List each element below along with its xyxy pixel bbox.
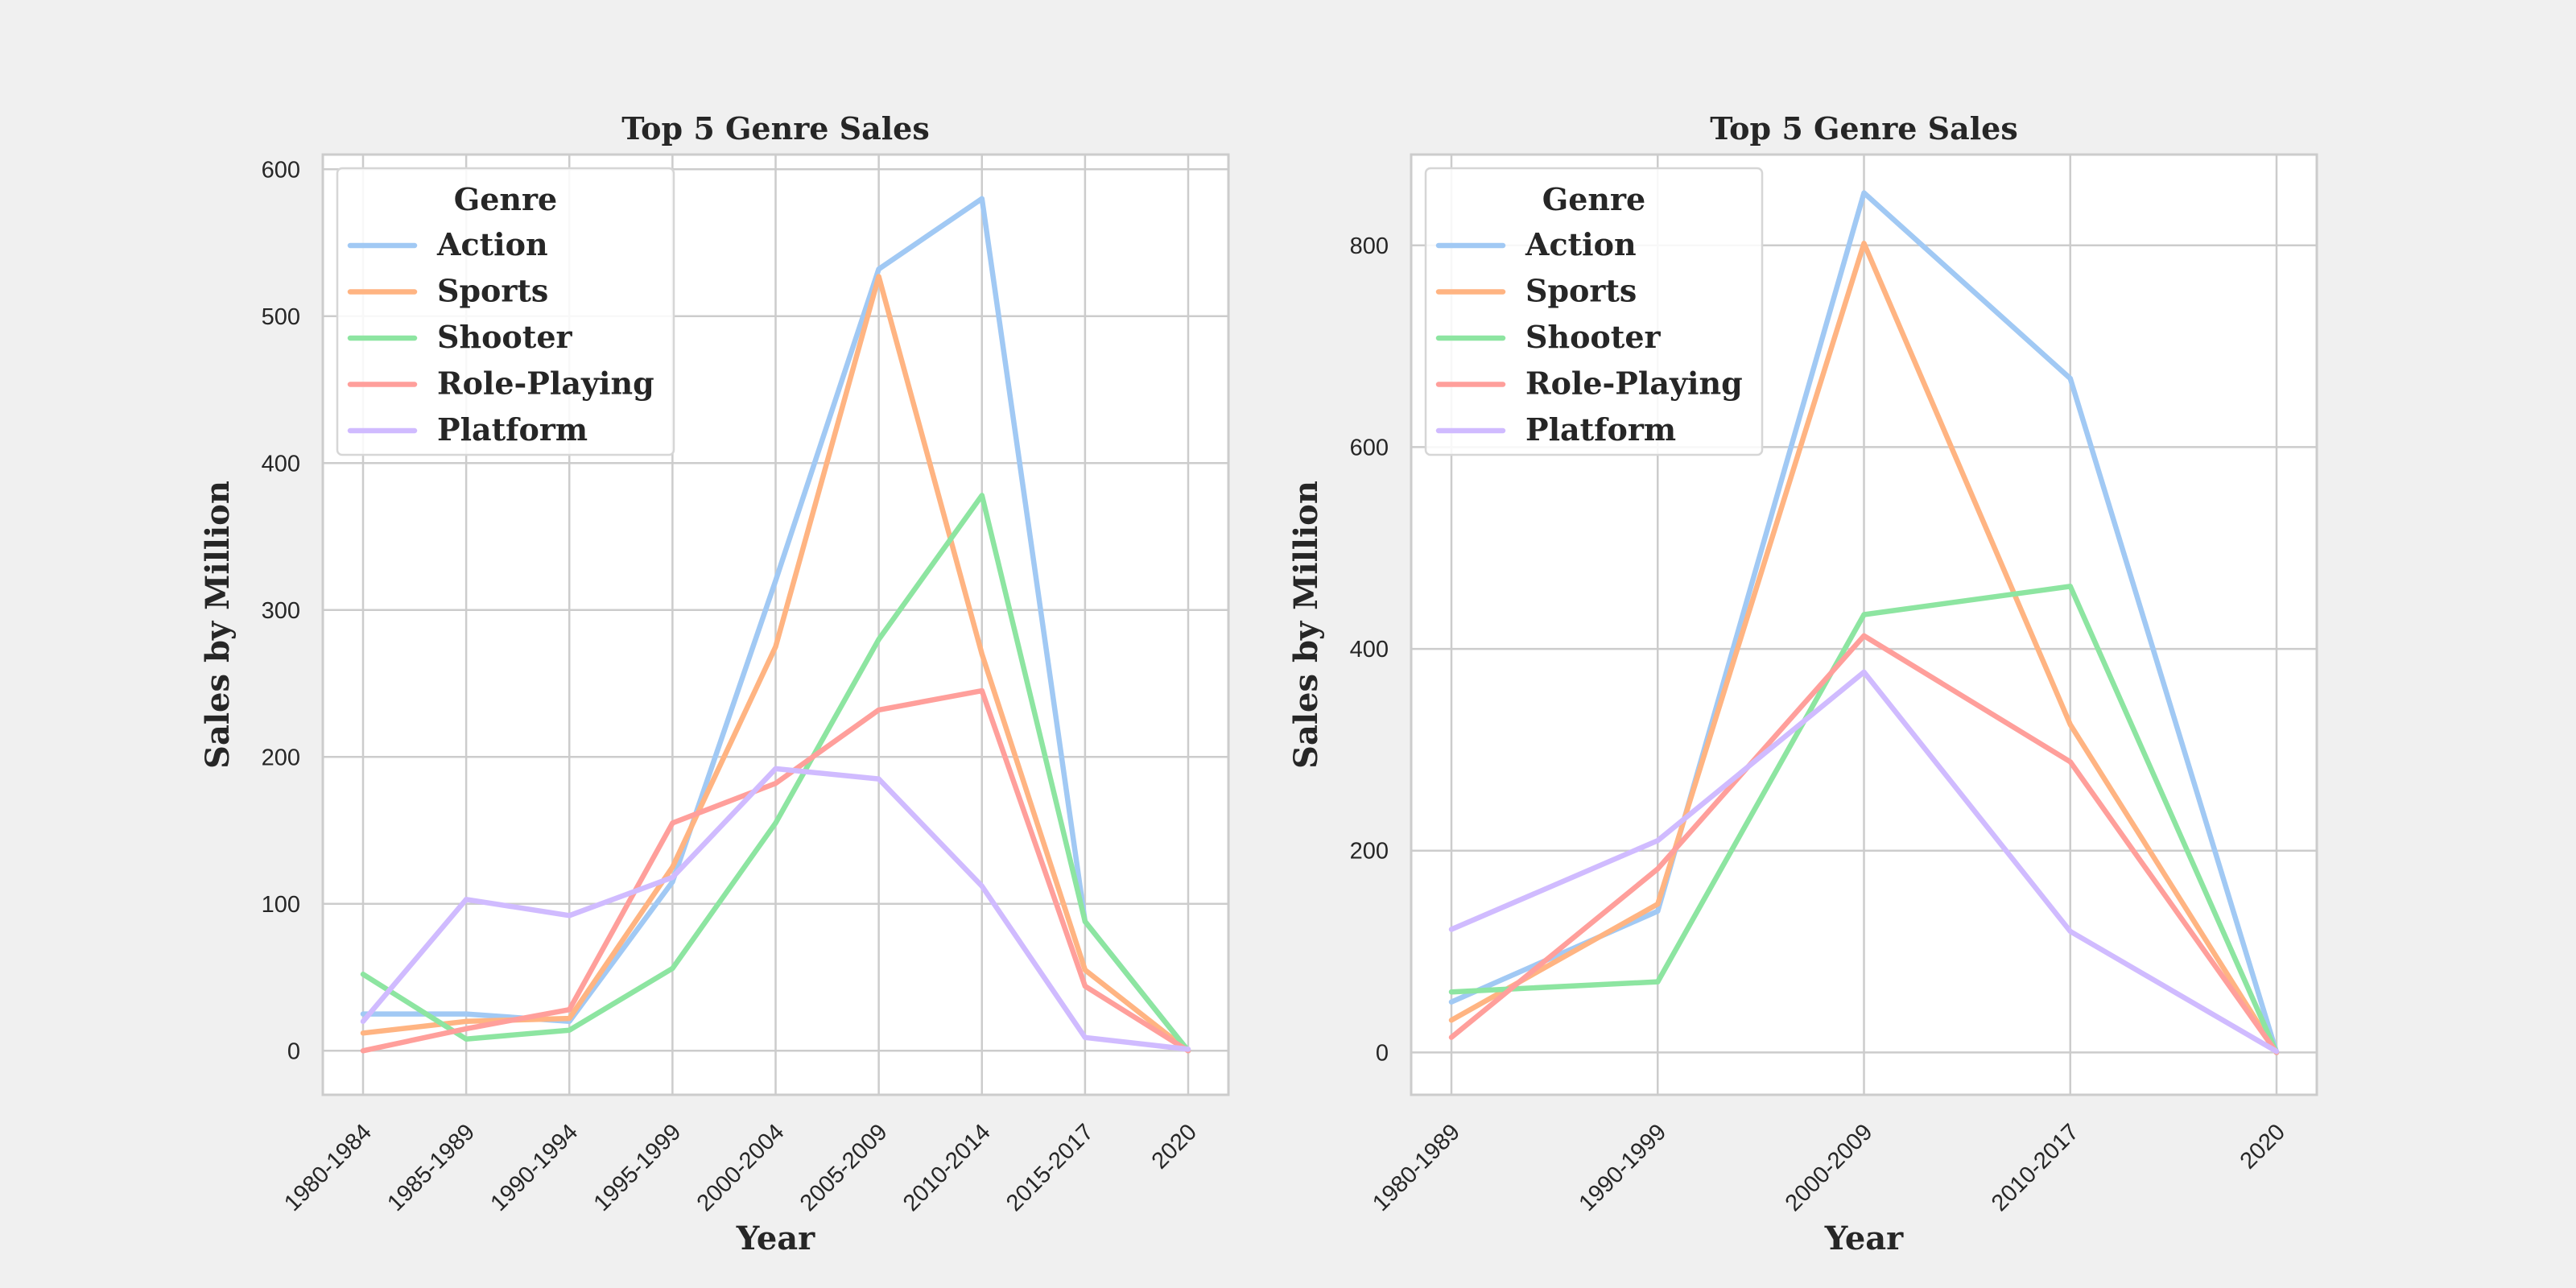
- y-tick-label: 400: [1350, 637, 1389, 663]
- legend-box: [336, 167, 675, 456]
- series-line-shooter: [360, 493, 1191, 1054]
- series-line-role-playing: [360, 687, 1191, 1054]
- y-tick-label: 500: [262, 304, 300, 330]
- legend-title: Genre: [1542, 181, 1645, 217]
- series-line-action: [360, 196, 1191, 1054]
- series-line-platform: [360, 766, 1191, 1052]
- y-tick-label: 0: [287, 1038, 300, 1064]
- y-tick-label: 600: [262, 157, 300, 183]
- plot-frame: [321, 153, 1230, 1096]
- chart-title: Top 5 Genre Sales: [621, 110, 930, 147]
- legend-label-shooter: Shooter: [1525, 319, 1661, 355]
- x-tick-label: 1980-1984: [279, 1119, 377, 1216]
- legend-title: Genre: [454, 181, 557, 217]
- y-axis-label: Sales by Million: [199, 481, 237, 769]
- x-tick-label: 2015-2017: [1001, 1119, 1099, 1216]
- legend-label-shooter: Shooter: [437, 319, 572, 355]
- x-tick-label: 1985-1989: [382, 1119, 480, 1216]
- x-tick-label: 1990-1994: [486, 1119, 584, 1216]
- x-tick-label: 1980-1989: [1368, 1119, 1465, 1216]
- y-tick-label: 300: [262, 598, 300, 624]
- x-tick-label: 1990-1999: [1575, 1119, 1672, 1216]
- legend-label-role-playing: Role-Playing: [437, 365, 654, 402]
- x-tick-label: 2000-2009: [1781, 1119, 1878, 1216]
- x-tick-label: 2005-2009: [795, 1119, 893, 1216]
- series-line-platform: [1448, 669, 2280, 1055]
- x-axis-label: Year: [1824, 1220, 1904, 1257]
- x-tick-label: 2010-2014: [898, 1119, 996, 1216]
- y-tick-label: 0: [1376, 1040, 1389, 1066]
- series-line-role-playing: [1448, 633, 2280, 1055]
- legend-label-platform: Platform: [437, 411, 588, 448]
- x-tick-label: 1995-1999: [589, 1119, 687, 1216]
- plot-frame: [1410, 153, 2318, 1096]
- y-tick-label: 200: [262, 745, 300, 770]
- y-tick-label: 200: [1350, 839, 1389, 865]
- chart-title: Top 5 Genre Sales: [1710, 110, 2018, 147]
- chart-panel-2: 0 200 400 600 800 1980-1989 1990-1999 2000-2009…: [1287, 110, 2318, 1257]
- series-line-sports: [1448, 241, 2280, 1055]
- x-axis-label: Year: [736, 1220, 815, 1257]
- legend-label-role-playing: Role-Playing: [1525, 365, 1743, 402]
- legend-label-action: Action: [1525, 226, 1637, 262]
- legend-label-platform: Platform: [1525, 411, 1676, 448]
- legend-box: [1424, 167, 1764, 456]
- y-tick-label: 600: [1350, 435, 1389, 460]
- y-tick-label: 800: [1350, 233, 1389, 259]
- y-tick-label: 400: [262, 451, 300, 477]
- x-tick-label: 2000-2004: [692, 1119, 790, 1216]
- y-tick-label: 100: [262, 892, 300, 918]
- x-tick-label: 2010-2017: [1987, 1119, 2084, 1216]
- legend-label-sports: Sports: [437, 273, 548, 309]
- legend: Genre Action Sports Shooter Role-Playing Plat…: [1424, 167, 1764, 456]
- legend-label-sports: Sports: [1525, 273, 1637, 309]
- legend: Genre Action Sports Shooter Role-Playing Plat…: [336, 167, 675, 456]
- x-tick-label: 2020: [1147, 1119, 1202, 1174]
- x-tick-label: 2020: [2235, 1119, 2290, 1174]
- series-line-shooter: [1448, 584, 2280, 1055]
- y-axis-label: Sales by Million: [1287, 481, 1325, 769]
- legend-label-action: Action: [436, 226, 548, 262]
